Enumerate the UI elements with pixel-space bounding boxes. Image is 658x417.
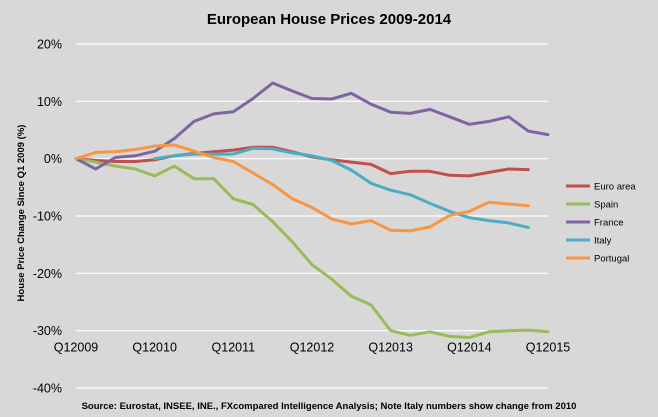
series-line-italy	[153, 146, 530, 229]
y-tick-label: -40%	[33, 382, 62, 396]
y-tick-label: -10%	[33, 210, 62, 224]
x-axis-tick-labels: Q12009 Q12010 Q12011 Q12012 Q12013 Q12014 Q120…	[54, 341, 571, 355]
source-note: Source: Eurostat, INSEE, INE., FXcompare…	[82, 401, 577, 412]
x-tick-label: Q12015	[526, 341, 571, 355]
x-tick-label: Q12013	[368, 341, 413, 355]
y-tick-label: 0%	[44, 152, 62, 166]
x-tick-label: Q12009	[54, 341, 99, 355]
legend-label-euro-area: Euro area	[594, 182, 636, 193]
y-axis-tick-labels: 20% 10% 0% -10% -20% -30% -40%	[33, 38, 62, 396]
legend-label-italy: Italy	[594, 236, 612, 247]
y-axis-label: House Price Change Since Q1 2009 (%)	[16, 125, 27, 302]
legend-label-france: France	[594, 218, 624, 229]
series-line-spain	[74, 157, 550, 339]
x-tick-label: Q12011	[212, 341, 256, 355]
x-tick-label: Q12012	[290, 341, 335, 355]
y-tick-label: -30%	[33, 324, 62, 338]
series-line-france	[74, 81, 550, 171]
y-tick-label: 20%	[37, 38, 62, 52]
y-tick-label: -20%	[33, 267, 62, 281]
x-tick-label: Q12010	[132, 341, 177, 355]
x-tick-label: Q12014	[447, 341, 492, 355]
legend-label-spain: Spain	[594, 200, 618, 211]
chart-title: European House Prices 2009-2014	[207, 11, 452, 28]
legend-label-portugal: Portugal	[594, 254, 629, 265]
series-lines	[74, 81, 550, 339]
y-tick-label: 10%	[37, 95, 62, 109]
series-line-portugal	[74, 143, 530, 233]
legend: Euro area Spain France Italy Portugal	[566, 182, 636, 265]
